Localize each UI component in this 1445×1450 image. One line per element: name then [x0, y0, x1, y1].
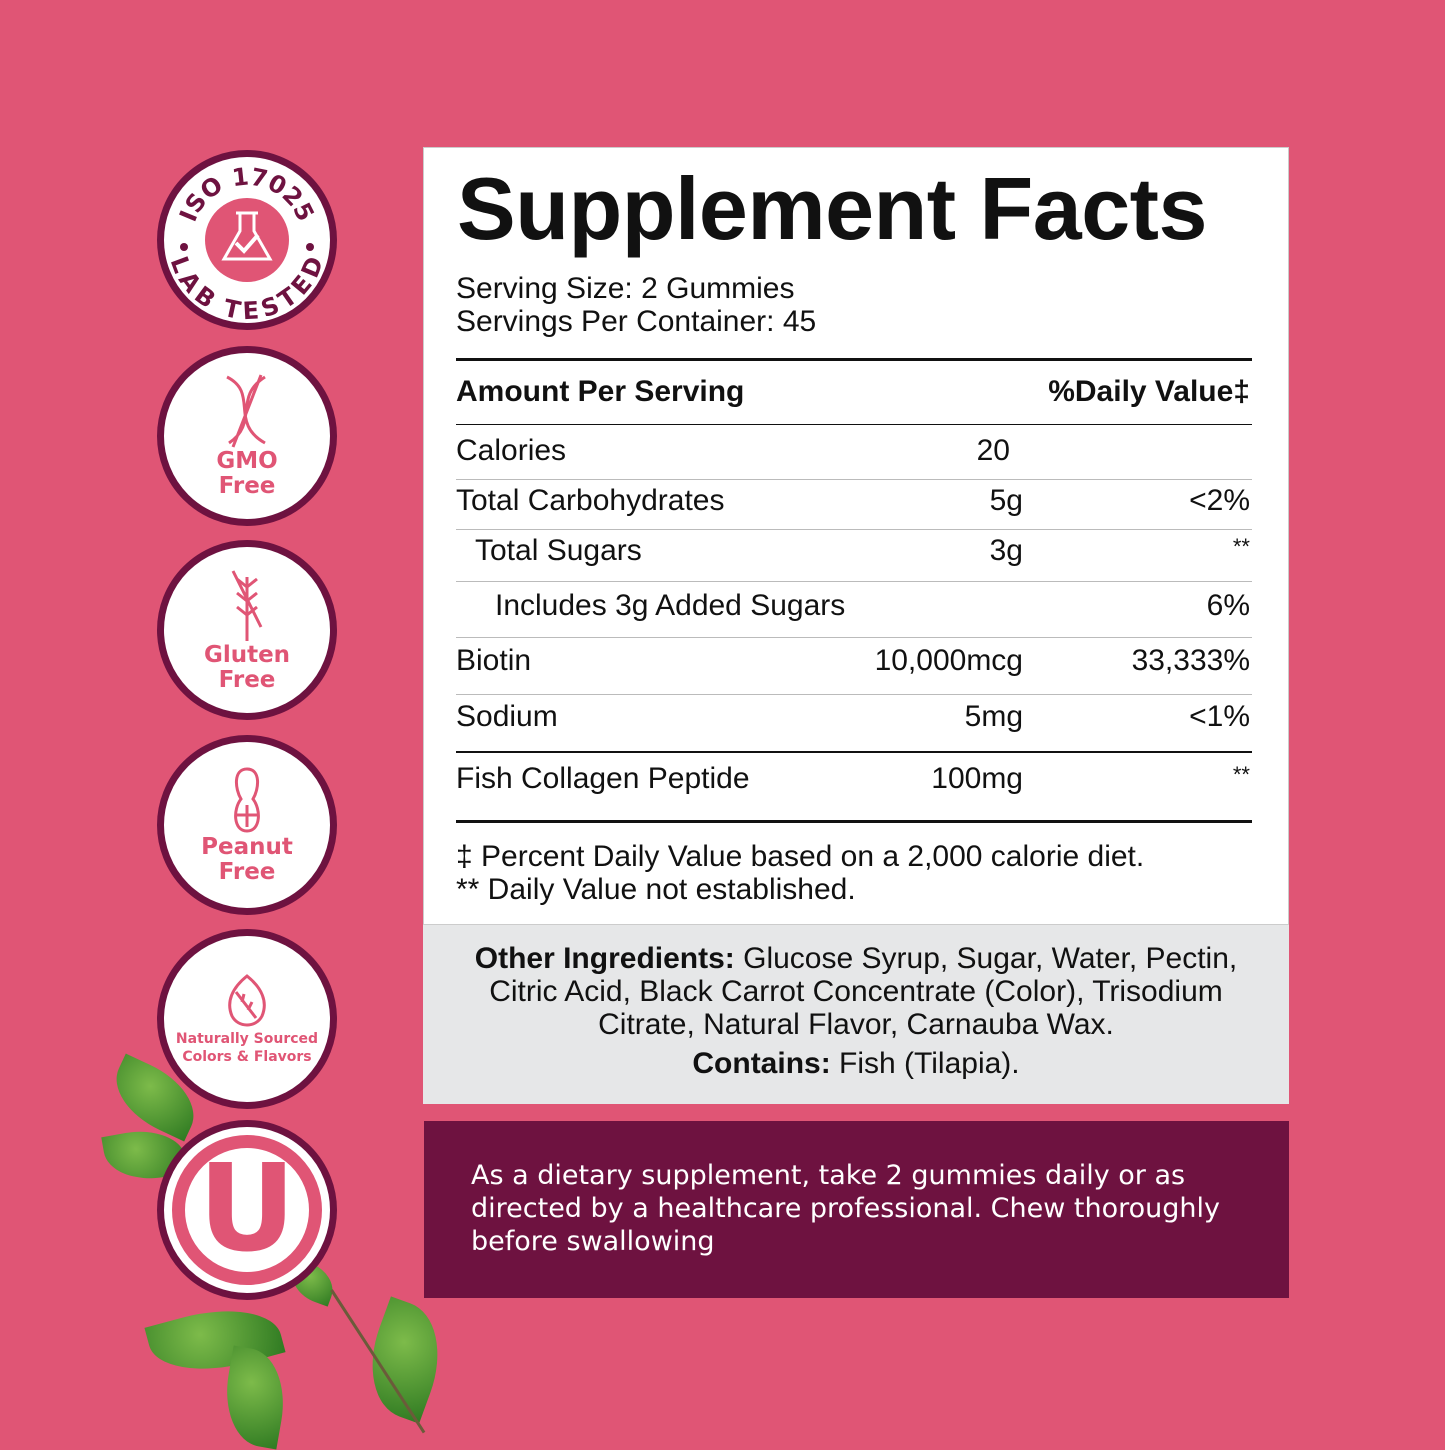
leaf-drop-icon: [228, 974, 266, 1027]
badge-label: Peanut: [201, 834, 293, 860]
badge-label: Gluten: [203, 642, 291, 668]
divider: [456, 424, 1252, 425]
divider: [456, 637, 1252, 638]
orthodox-union-kosher-icon: U: [172, 1135, 322, 1285]
amount-header: Amount Per Serving: [456, 375, 745, 408]
contains-label: Contains:: [692, 1047, 831, 1080]
badge-sublabel: Free: [218, 859, 276, 885]
table-row: Fish Collagen Peptide 100mg **: [456, 762, 1250, 795]
header-row: Amount Per Serving %Daily Value‡: [456, 375, 1250, 415]
peanut-slash-icon: [234, 767, 260, 833]
naturally-sourced-badge: Naturally Sourced Colors & Flavors: [157, 929, 337, 1109]
footnote-dv: ‡ Percent Daily Value based on a 2,000 c…: [456, 840, 1145, 873]
supplement-facts-panel: Supplement Facts Serving Size: 2 Gummies…: [423, 147, 1289, 925]
other-ingredients-label: Other Ingredients:: [474, 942, 735, 975]
divider: [456, 479, 1252, 480]
divider: [456, 581, 1252, 582]
gluten-free-badge: Gluten Free: [157, 540, 337, 720]
table-row: Biotin 10,000mcg 33,333%: [456, 644, 1250, 677]
divider: [456, 694, 1252, 695]
badge-sublabel: Free: [218, 473, 276, 499]
kosher-badge: U: [157, 1120, 337, 1300]
badge-sublabel: Free: [218, 667, 276, 693]
table-row: Includes 3g Added Sugars 6%: [495, 589, 1250, 622]
badge-label: Naturally Sourced: [175, 1031, 319, 1047]
divider: [456, 820, 1252, 823]
badge-label: GMO: [216, 448, 278, 474]
table-row: Sodium 5mg <1%: [456, 700, 1250, 733]
divider: [456, 751, 1252, 753]
dv-header: %Daily Value‡: [1048, 375, 1250, 408]
peanut-free-badge: Peanut Free: [157, 735, 337, 915]
other-ingredients-text: Glucose Syrup, Sugar, Water, Pectin, Cit…: [489, 942, 1238, 1041]
directions-text: As a dietary supplement, take 2 gummies …: [471, 1160, 1220, 1257]
table-row: Calories 20: [456, 434, 1010, 467]
other-ingredients-panel: Other Ingredients: Glucose Syrup, Sugar,…: [423, 925, 1289, 1104]
gmo-free-badge: GMO Free: [157, 346, 337, 526]
wheat-slash-icon: [231, 570, 263, 641]
table-row: Total Carbohydrates 5g <2%: [456, 484, 1250, 517]
divider: [456, 358, 1252, 361]
flask-check-icon: ISO 17025 LAB TESTED: [165, 163, 330, 323]
dna-slash-icon: [226, 374, 266, 448]
servings-per-container: Servings Per Container: 45: [456, 305, 817, 338]
footnote-not-established: ** Daily Value not established.: [456, 873, 856, 906]
contains: Contains: Fish (Tilapia).: [423, 1047, 1289, 1080]
divider: [456, 529, 1252, 530]
other-ingredients: Other Ingredients: Glucose Syrup, Sugar,…: [423, 942, 1289, 1041]
badge-sublabel: Colors & Flavors: [182, 1049, 312, 1065]
directions-panel: As a dietary supplement, take 2 gummies …: [424, 1121, 1289, 1298]
serving-size: Serving Size: 2 Gummies: [456, 272, 795, 305]
iso-lab-tested-badge: ISO 17025 LAB TESTED: [157, 150, 337, 330]
contains-text: Fish (Tilapia).: [830, 1047, 1020, 1080]
facts-title: Supplement Facts: [457, 159, 1207, 258]
table-row: Total Sugars 3g **: [475, 534, 1250, 567]
